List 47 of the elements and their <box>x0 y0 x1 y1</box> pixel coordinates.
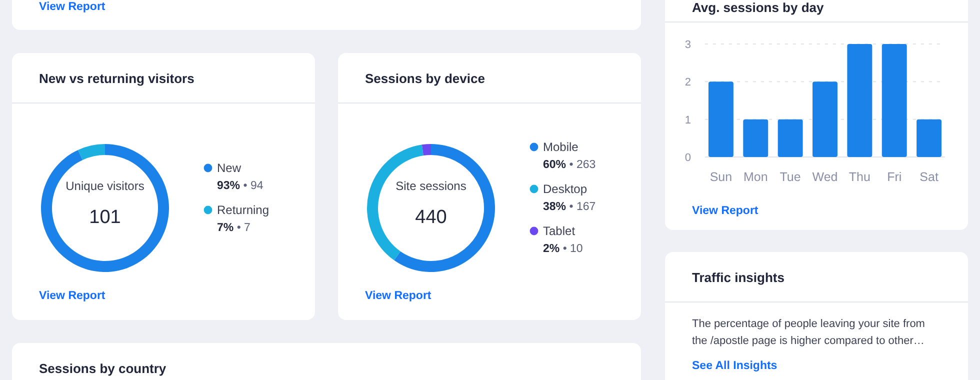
donut-slice <box>394 144 495 272</box>
x-tick-label: Thu <box>848 170 870 184</box>
y-tick-label: 0 <box>684 152 691 164</box>
donut-slice <box>78 144 105 160</box>
bar <box>847 44 872 157</box>
text: Unique visitors <box>66 179 144 193</box>
text: See All Insights <box>692 360 778 372</box>
bar <box>882 44 907 157</box>
data-label: 2% • 10 <box>543 243 583 255</box>
x-tick-label: Sat <box>920 170 939 184</box>
bar <box>743 119 768 157</box>
donut-slice <box>41 144 169 272</box>
text: Traffic insights <box>692 270 784 285</box>
donut-slice <box>422 144 431 156</box>
data-label: 7% • 7 <box>217 222 250 234</box>
x-tick-label: Mon <box>743 170 768 184</box>
text: 440 <box>415 207 447 228</box>
text: Site sessions <box>396 179 466 193</box>
data-label: 60% • 263 <box>543 159 596 171</box>
chart-title: Sessions by device <box>365 71 485 86</box>
text: View Report <box>39 1 106 13</box>
text: View Report <box>365 290 432 302</box>
x-tick-label: Wed <box>812 170 838 184</box>
x-tick-label: Tue <box>780 170 801 184</box>
y-tick-label: 2 <box>684 76 691 89</box>
x-tick-label: Fri <box>887 170 902 184</box>
chart-title: Avg. sessions by day <box>692 0 825 15</box>
y-tick-label: 1 <box>684 114 691 126</box>
legend-label: Returning <box>217 203 270 217</box>
text: 101 <box>89 207 121 228</box>
bar <box>812 82 838 157</box>
x-tick-label: Sun <box>710 170 732 184</box>
legend-label: Desktop <box>543 182 588 196</box>
text: View Report <box>692 205 758 217</box>
text: View Report <box>39 290 106 302</box>
chart-title: New vs returning visitors <box>39 71 194 86</box>
bar <box>708 82 734 157</box>
text: The percentage of people leaving your site from the /apostle page is higher compared to other… <box>692 318 925 347</box>
y-tick-label: 3 <box>684 39 691 51</box>
data-label: 93% • 94 <box>217 180 264 192</box>
legend-label: Tablet <box>543 224 576 238</box>
bar <box>916 119 942 157</box>
text: Sessions by country <box>39 361 167 376</box>
legend-label: New <box>217 161 242 175</box>
legend-label: Mobile <box>543 140 579 154</box>
bar <box>778 119 803 157</box>
data-label: 38% • 167 <box>543 201 596 213</box>
